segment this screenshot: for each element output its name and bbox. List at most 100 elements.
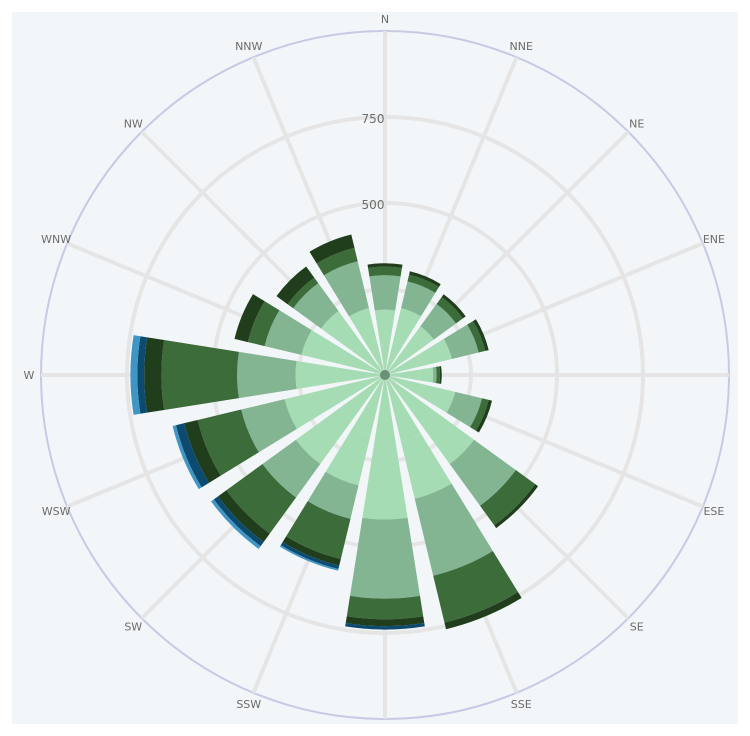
bar-nw-segment-3 <box>293 283 339 329</box>
bar-ne-segment-2 <box>404 326 434 356</box>
bar-wsw-segment-2 <box>284 387 342 429</box>
bar-sse-segment-3 <box>414 483 493 576</box>
bar-e-segment-5 <box>439 366 442 384</box>
direction-label-ssw: SSW <box>236 698 261 711</box>
bar-sw-segment-6 <box>213 496 264 547</box>
bars-layer <box>130 234 539 630</box>
bar-ene-segment-4 <box>467 321 486 353</box>
direction-label-nnw: NNW <box>235 40 262 53</box>
radial-tick-labels: 500 750 <box>362 112 385 212</box>
bar-ne-segment-5 <box>441 294 466 319</box>
bar-sse-segment-5 <box>444 592 522 630</box>
bar-wsw-segment-3 <box>241 399 298 453</box>
bar-nw-segment-4 <box>287 277 319 309</box>
bar-sw-segment-2 <box>295 407 353 465</box>
bar-s-segment-1 <box>371 375 399 461</box>
direction-label-nne: NNE <box>510 40 533 53</box>
bar-e-segment-1 <box>385 369 420 381</box>
bar-nne-segment-1 <box>385 341 403 375</box>
bar-wnw-segment-5 <box>234 294 265 343</box>
bar-ssw-segment-2 <box>325 427 371 486</box>
bar-wsw-segment-6 <box>175 423 210 488</box>
bar-wsw-segment-4 <box>197 409 259 476</box>
bar-n-segment-2 <box>374 309 396 345</box>
bar-ssw-segment-3 <box>307 471 359 519</box>
bar-ese-segment-5 <box>475 399 493 433</box>
direction-label-w: W <box>24 369 35 382</box>
direction-label-sw: SW <box>124 621 142 634</box>
bar-w-segment-5 <box>144 337 165 413</box>
direction-label-ese: ESE <box>703 505 724 518</box>
bar-ese-segment-1 <box>385 375 422 395</box>
bar-se-segment-5 <box>494 484 539 529</box>
bar-nnw-segment-4 <box>316 247 358 276</box>
bar-w-segment-4 <box>161 340 239 410</box>
bar-nw-segment-1 <box>351 341 385 375</box>
direction-label-wnw: WNW <box>41 233 71 246</box>
bar-e-segment-4 <box>435 366 441 384</box>
bar-ne-segment-1 <box>385 348 412 375</box>
bar-wsw-segment-1 <box>334 375 385 402</box>
direction-labels: NNNENEENEEESESESSESSSWSWWSWWWNWNWNNW <box>24 13 738 711</box>
bar-wnw-segment-1 <box>341 351 385 375</box>
bar-ene-segment-1 <box>385 355 422 375</box>
bar-ene-segment-2 <box>417 339 452 367</box>
bar-sw-segment-3 <box>262 439 321 498</box>
bar-sse-segment-1 <box>385 375 421 442</box>
direction-label-se: SE <box>630 621 644 634</box>
bar-nne-segment-3 <box>401 281 436 317</box>
bar-sw-segment-7 <box>211 499 261 549</box>
bar-ene-segment-5 <box>472 319 489 351</box>
bar-n-segment-3 <box>369 275 401 311</box>
bar-wsw-segment-5 <box>184 419 221 483</box>
bar-ssw-segment-5 <box>282 536 341 566</box>
radial-tick-label: 500 <box>362 198 385 212</box>
bar-ssw-segment-7 <box>279 545 339 571</box>
direction-label-nw: NW <box>124 117 143 130</box>
bar-e-segment-3 <box>432 366 437 384</box>
bar-n-segment-4 <box>368 266 402 277</box>
bar-w-segment-6 <box>137 336 148 414</box>
bar-nnw-segment-5 <box>309 234 355 264</box>
bar-s-segment-2 <box>362 459 408 520</box>
bar-ne-segment-3 <box>420 304 456 340</box>
bar-s-segment-6 <box>345 623 425 630</box>
bar-wsw-segment-7 <box>172 425 202 490</box>
bar-e-segment-2 <box>418 367 434 383</box>
bar-nnw-segment-2 <box>349 308 377 346</box>
bar-sse-segment-2 <box>401 433 452 499</box>
radial-tick-label: 750 <box>362 112 385 126</box>
direction-label-ne: NE <box>629 117 644 130</box>
bar-nw-segment-2 <box>320 310 361 351</box>
bar-nnw-segment-3 <box>323 261 369 317</box>
bar-s-segment-4 <box>346 595 424 620</box>
bar-sw-segment-4 <box>226 463 297 534</box>
bar-ssw-segment-1 <box>352 375 385 436</box>
bar-ese-segment-3 <box>446 391 483 428</box>
direction-label-n: N <box>381 13 389 26</box>
direction-label-ene: ENE <box>703 233 725 246</box>
bar-wnw-segment-3 <box>264 310 312 355</box>
bar-ene-segment-3 <box>443 324 479 359</box>
bar-nne-segment-2 <box>393 308 421 346</box>
bar-s-segment-5 <box>345 616 425 627</box>
bar-se-segment-4 <box>480 470 536 526</box>
bar-ssw-segment-4 <box>286 501 351 559</box>
bar-ne-segment-4 <box>436 297 463 324</box>
bar-w-segment-1 <box>336 367 385 383</box>
bar-nne-segment-4 <box>407 274 439 293</box>
bar-sw-segment-1 <box>340 375 385 420</box>
bar-nnw-segment-1 <box>367 341 385 375</box>
bar-ssw-segment-6 <box>280 542 340 570</box>
bar-n-segment-5 <box>367 263 403 268</box>
direction-label-sse: SSE <box>511 698 532 711</box>
bar-wnw-segment-4 <box>247 301 280 347</box>
bar-n-segment-1 <box>380 344 390 375</box>
bar-se-segment-1 <box>385 375 433 423</box>
bar-w-segment-3 <box>237 351 297 399</box>
bar-sw-segment-5 <box>218 490 270 542</box>
bar-nw-segment-5 <box>276 266 315 305</box>
bar-w-segment-2 <box>295 361 338 389</box>
bar-wnw-segment-2 <box>301 330 347 365</box>
